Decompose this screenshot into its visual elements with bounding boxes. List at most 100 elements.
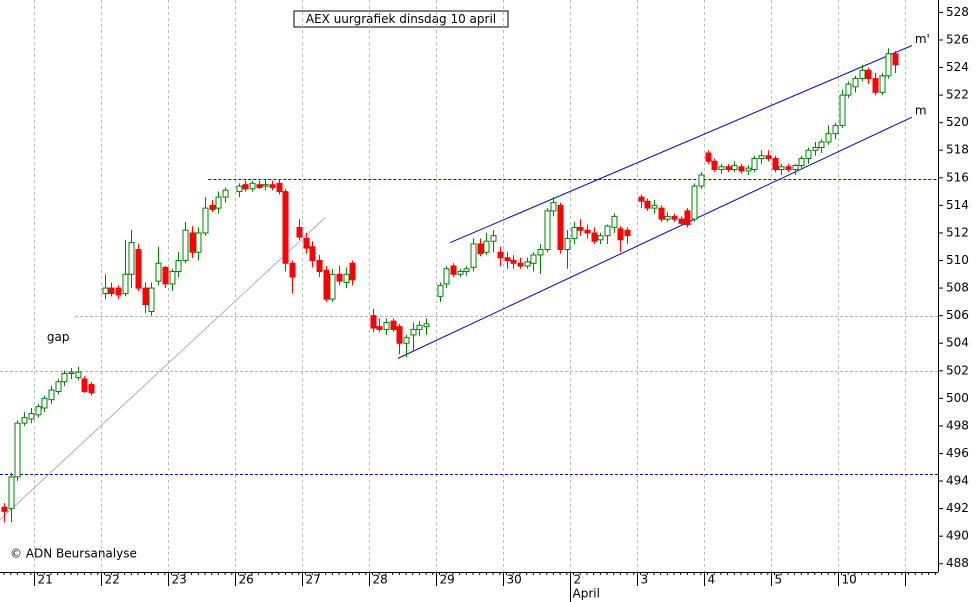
candle-body <box>48 389 55 401</box>
candle-body <box>303 237 310 249</box>
y-tick-label: 496 <box>946 446 969 460</box>
candle-body <box>832 124 839 135</box>
y-tick-label: 516 <box>946 170 969 184</box>
y-tick-label: 500 <box>946 391 969 405</box>
y-tick-label: 528 <box>946 5 969 19</box>
candle-body <box>108 287 115 295</box>
x-tick-label: 4 <box>708 573 716 587</box>
candle-body <box>584 229 591 234</box>
y-tick-label: 494 <box>946 474 969 488</box>
y-tick-label: 512 <box>946 225 969 239</box>
candle-body <box>269 184 276 188</box>
candle-body <box>443 268 450 285</box>
candle-body <box>725 166 732 171</box>
candle-body <box>249 182 256 190</box>
candle-body <box>28 412 35 420</box>
x-tick-label: 28 <box>373 573 388 587</box>
candle-body <box>865 69 872 80</box>
candle-body <box>370 315 377 329</box>
candle-body <box>256 184 263 188</box>
candle-body <box>738 166 745 172</box>
candle-body <box>410 328 417 336</box>
candle-body <box>55 381 62 392</box>
candle-body <box>296 226 303 238</box>
x-tick-label: 22 <box>105 573 120 587</box>
candle-body <box>644 200 651 209</box>
candle-body <box>148 287 155 312</box>
candle-body <box>597 235 604 241</box>
candle-body <box>839 94 846 126</box>
candle-body <box>390 320 397 330</box>
candle-body <box>21 417 28 424</box>
candle-body <box>115 287 122 296</box>
trend-line <box>450 45 913 244</box>
x-tick-label: 5 <box>775 573 783 587</box>
candle-body <box>316 260 323 273</box>
candle-body <box>859 69 866 80</box>
candle-body <box>664 215 671 220</box>
candle-body <box>698 174 705 187</box>
candle-body <box>571 226 578 239</box>
y-tick-label: 522 <box>946 88 969 102</box>
candle-body <box>751 158 758 171</box>
candle-body <box>483 240 490 253</box>
candle-body <box>262 184 269 187</box>
y-tick-label: 502 <box>946 363 969 377</box>
candle-body <box>845 83 852 96</box>
y-tick-label: 498 <box>946 418 969 432</box>
candle-body <box>872 78 879 93</box>
candle-body <box>517 262 524 267</box>
candle-body <box>792 164 799 171</box>
trend-line <box>397 116 913 359</box>
candle-body <box>376 326 383 330</box>
candle-body <box>416 324 423 330</box>
x-tick-label: 10 <box>842 573 857 587</box>
candle-body <box>202 207 209 234</box>
y-tick-label: 514 <box>946 198 969 212</box>
candle-body <box>684 210 691 226</box>
candle-body <box>805 149 812 160</box>
candle-body <box>678 218 685 224</box>
candle-body <box>122 273 129 295</box>
x-tick-label: 23 <box>172 573 187 587</box>
candle-body <box>772 158 779 171</box>
candle-body <box>544 210 551 250</box>
y-tick-label: 490 <box>946 529 969 543</box>
candle-body <box>530 254 537 264</box>
candle-body <box>524 261 531 267</box>
candle-body <box>658 207 665 220</box>
y-tick-label: 520 <box>946 115 969 129</box>
candle-body <box>711 160 718 171</box>
candle-body <box>349 262 356 281</box>
candle-body <box>135 248 142 289</box>
candle-body <box>1 506 8 512</box>
candle-body <box>537 248 544 256</box>
candle-body <box>758 155 765 160</box>
candle-body <box>550 202 557 212</box>
candle-body <box>564 237 571 250</box>
candle-body <box>423 323 430 328</box>
candle-body <box>651 204 658 209</box>
candle-body <box>497 251 504 259</box>
candle-body <box>718 166 725 171</box>
candle-body <box>812 146 819 151</box>
candle-body <box>731 164 738 171</box>
candle-body <box>8 476 15 510</box>
candle-body <box>162 266 169 285</box>
candle-body <box>691 185 698 220</box>
candle-body <box>75 371 82 379</box>
candle-body <box>818 141 825 148</box>
y-tick-label: 518 <box>946 143 969 157</box>
month-label: April <box>573 587 600 601</box>
candle-body <box>309 246 316 262</box>
x-tick-label: 26 <box>239 573 254 587</box>
candle-body <box>68 371 75 375</box>
candle-body <box>336 273 343 282</box>
candle-body <box>61 373 68 383</box>
candle-body <box>671 215 678 220</box>
candle-body <box>879 75 886 93</box>
trend-label: m <box>915 104 927 118</box>
candle-body <box>282 191 289 264</box>
candle-body <box>128 242 135 275</box>
candle-body <box>81 378 88 392</box>
